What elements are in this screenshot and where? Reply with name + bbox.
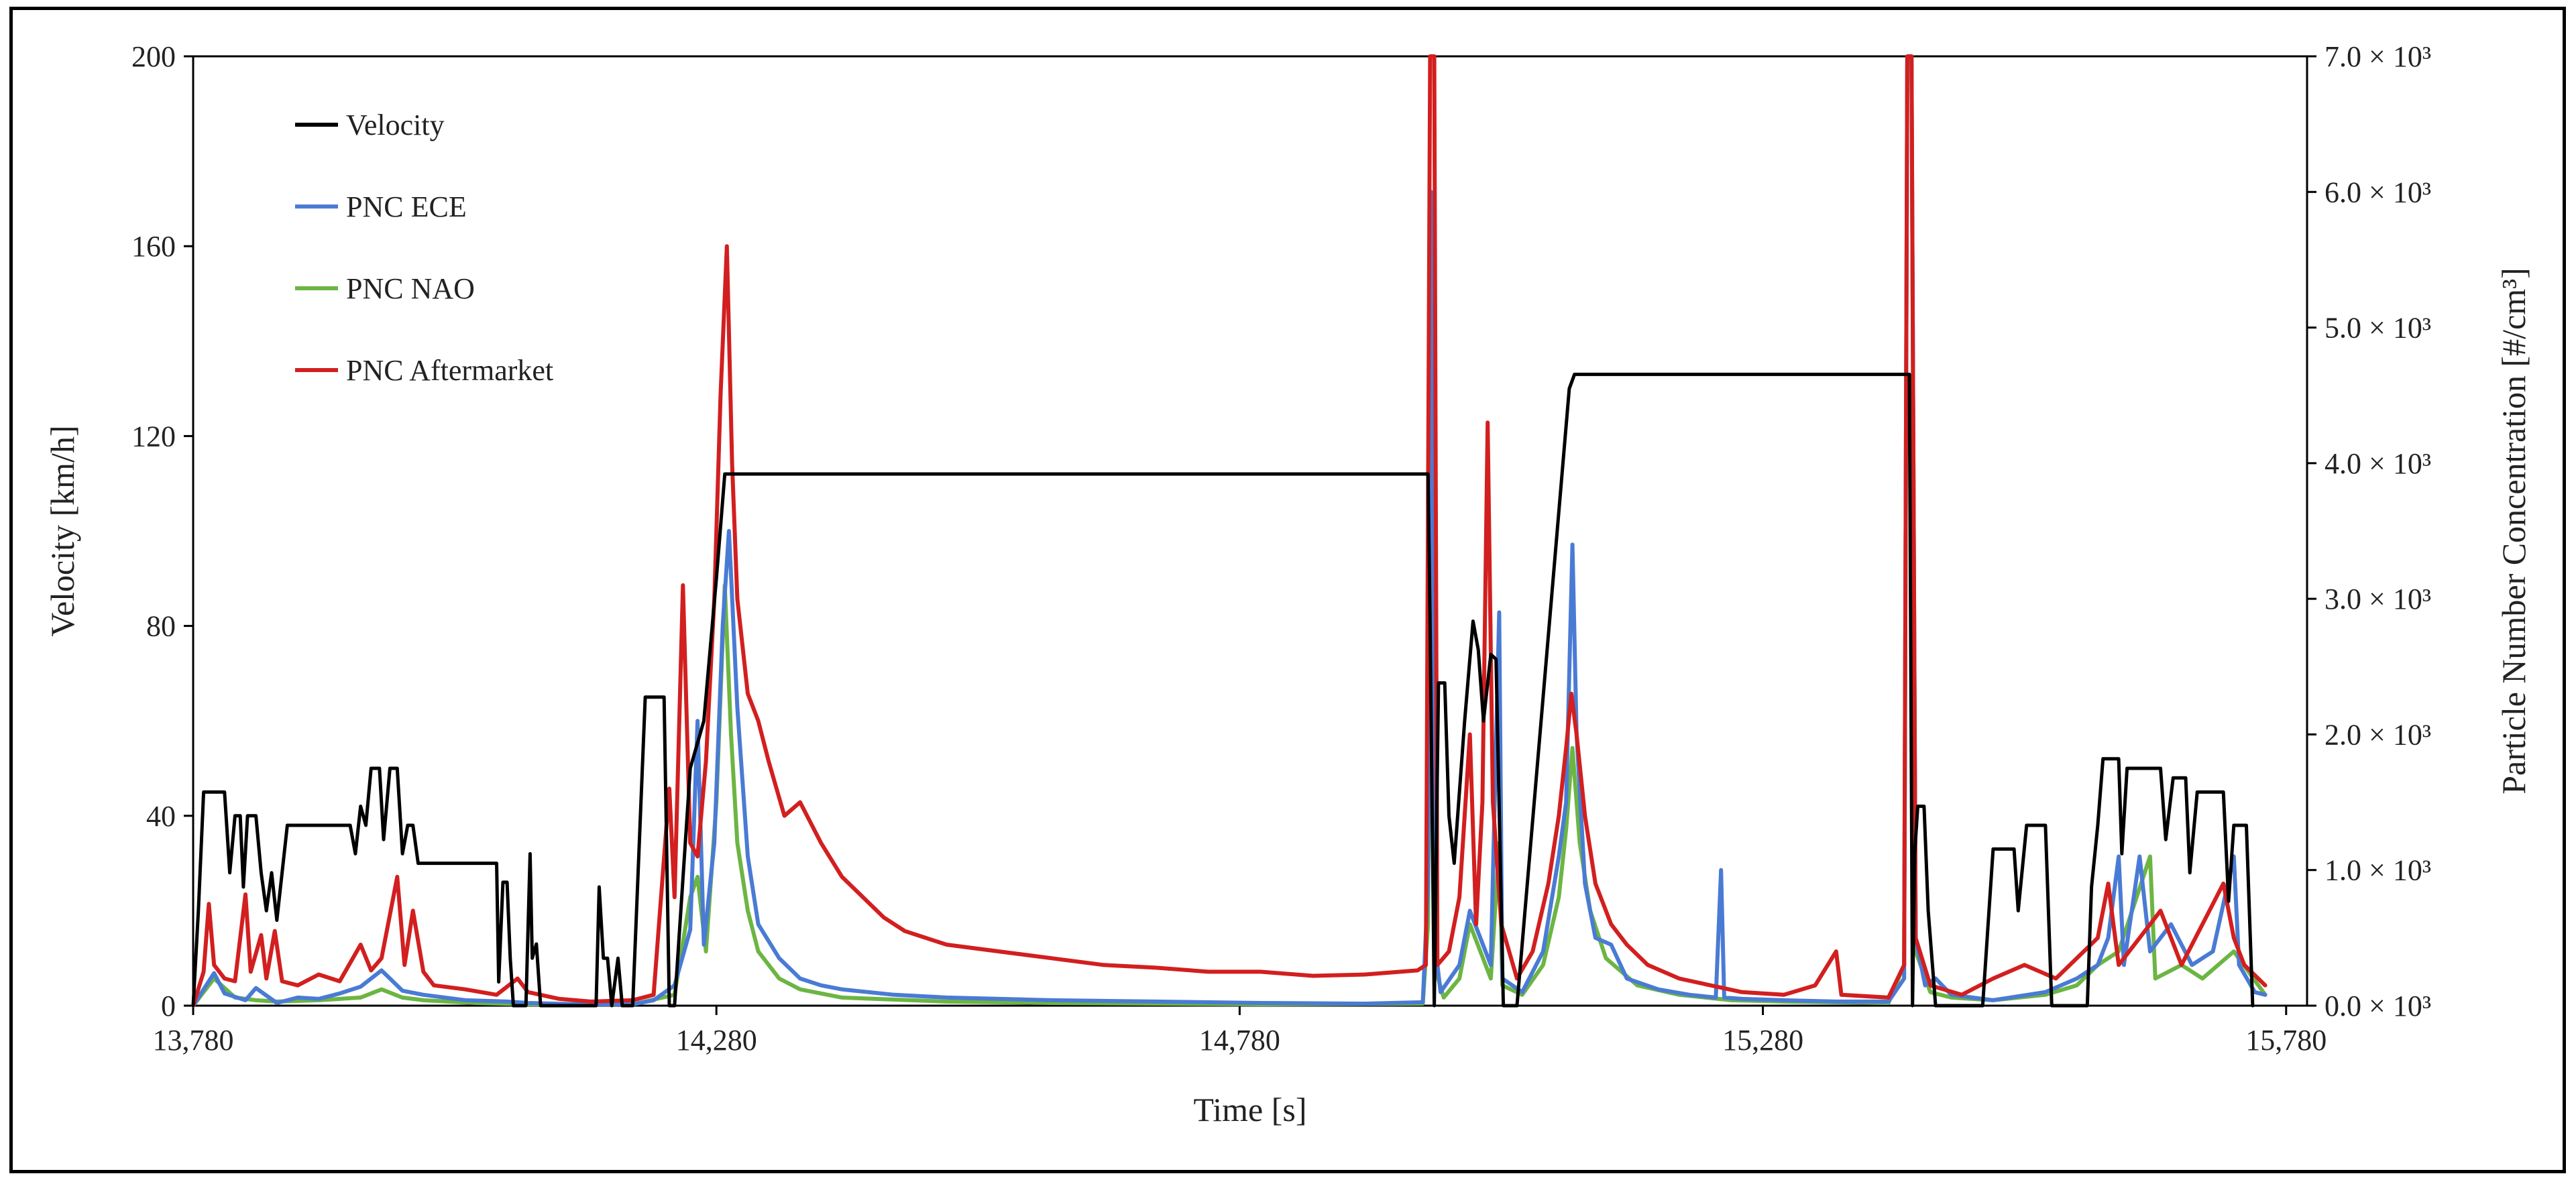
axes: 13,780 14,280 14,780 15,280 15,780 0 40 80 120 16… bbox=[131, 40, 2431, 1057]
y-right-tick-label: 3.0 × 10³ bbox=[2325, 583, 2431, 615]
legend-label: Velocity bbox=[346, 109, 445, 141]
y-axis-right-label: Particle Number Concentration [#/cm³] bbox=[2495, 268, 2532, 794]
x-axis-label: Time [s] bbox=[1193, 1091, 1306, 1128]
y-left-tick-label: 80 bbox=[146, 610, 176, 643]
legend: Velocity PNC ECE PNC NAO PNC Aftermarket bbox=[295, 109, 553, 387]
plot-border bbox=[192, 55, 2308, 1007]
y-right-tick-label: 7.0 × 10³ bbox=[2325, 40, 2431, 73]
series-line-pnc-aftermarket bbox=[191, 54, 2267, 1008]
x-tick-label: 13,780 bbox=[153, 1024, 234, 1057]
legend-label: PNC NAO bbox=[346, 272, 475, 305]
y-left-tick-label: 200 bbox=[131, 40, 176, 73]
y-left-tick-label: 160 bbox=[131, 230, 176, 263]
series-line-pnc-nao bbox=[191, 54, 2267, 1008]
y-right-tick-label: 0.0 × 10³ bbox=[2325, 990, 2431, 1022]
x-tick-label: 14,780 bbox=[1199, 1024, 1280, 1057]
series-line-pnc-ece bbox=[191, 54, 2267, 1008]
x-tick-label: 14,280 bbox=[676, 1024, 757, 1057]
figure-frame bbox=[9, 7, 2566, 1173]
y-left-tick-label: 40 bbox=[146, 800, 176, 833]
series-layer bbox=[191, 54, 2267, 1008]
y-right-tick-label: 2.0 × 10³ bbox=[2325, 718, 2431, 751]
y-right-tick-label: 4.0 × 10³ bbox=[2325, 447, 2431, 480]
y-axis-left-label: Velocity [km/h] bbox=[44, 425, 81, 636]
x-tick-label: 15,780 bbox=[2245, 1024, 2327, 1057]
y-left-tick-label: 0 bbox=[161, 990, 176, 1022]
x-tick-label: 15,280 bbox=[1722, 1024, 1803, 1057]
y-right-tick-label: 5.0 × 10³ bbox=[2325, 312, 2431, 345]
y-left-tick-label: 120 bbox=[131, 420, 176, 453]
y-right-tick-label: 6.0 × 10³ bbox=[2325, 176, 2431, 209]
legend-label: PNC Aftermarket bbox=[346, 354, 553, 387]
legend-label: PNC ECE bbox=[346, 190, 467, 223]
y-right-tick-label: 1.0 × 10³ bbox=[2325, 854, 2431, 887]
series-line-velocity bbox=[191, 372, 2255, 1008]
